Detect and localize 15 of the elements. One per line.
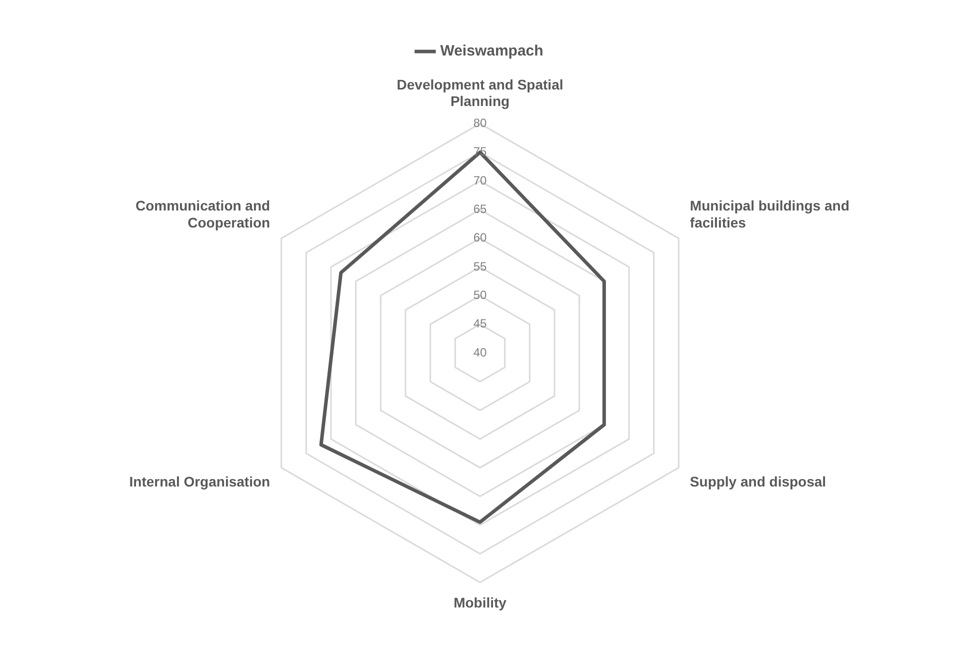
spoke-label: Municipal buildings and facilities bbox=[690, 197, 850, 230]
spoke-label: Internal Organisation bbox=[129, 473, 270, 490]
spoke-label: Development and Spatial Planning bbox=[396, 76, 564, 110]
y-tick-label: 55 bbox=[473, 259, 487, 274]
y-tick-label: 50 bbox=[473, 288, 487, 302]
y-tick-label: 40 bbox=[473, 345, 487, 360]
legend-label: Weiswampach bbox=[440, 42, 544, 60]
y-tick-label: 60 bbox=[473, 230, 487, 245]
spoke-label: Supply and disposal bbox=[690, 473, 826, 490]
spoke-label: Communication and Cooperation bbox=[136, 197, 270, 230]
y-tick-label: 70 bbox=[473, 173, 487, 188]
y-tick-label: 80 bbox=[473, 116, 487, 130]
spoke-label: Mobility bbox=[454, 594, 507, 611]
y-tick-label: 45 bbox=[473, 316, 487, 331]
y-tick-label: 65 bbox=[473, 202, 487, 216]
